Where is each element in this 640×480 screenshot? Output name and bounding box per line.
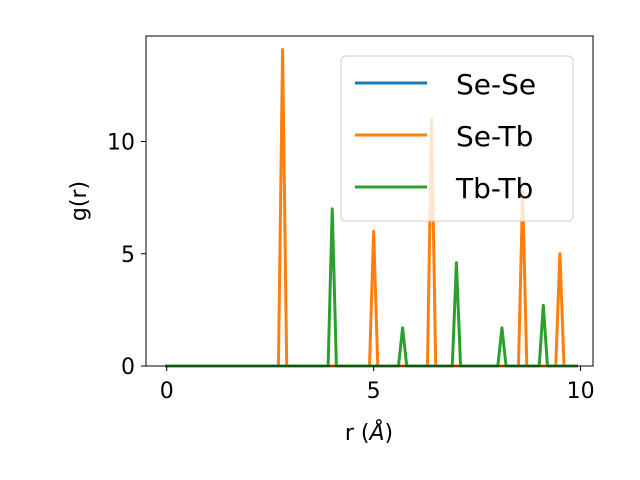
legend-label-se-se: Se-Se: [456, 68, 536, 101]
x-axis-label: r (Å): [345, 419, 393, 446]
legend: Se-Se Se-Tb Tb-Tb: [340, 55, 574, 222]
y-tick-label: 10: [107, 131, 135, 156]
plot-frame: [145, 35, 594, 367]
y-axis-label: g(r): [67, 181, 92, 221]
y-tick-label: 5: [121, 243, 135, 268]
x-axis-label-close: ): [385, 421, 394, 446]
x-tick-label: 10: [567, 379, 595, 404]
y-tick-label: 0: [121, 355, 135, 380]
x-tick-label: 5: [367, 379, 381, 404]
series-line-tb-tb: [165, 207, 578, 368]
y-axis: 0 5 10: [107, 131, 146, 380]
legend-label-se-tb: Se-Tb: [456, 120, 533, 153]
legend-box: [340, 55, 574, 222]
x-tick-label: 0: [160, 379, 174, 404]
x-axis-label-unit: Å: [367, 419, 384, 446]
x-axis-label-main: r (: [345, 421, 370, 446]
x-axis: 0 5 10: [160, 366, 595, 404]
legend-label-tb-tb: Tb-Tb: [455, 172, 533, 205]
